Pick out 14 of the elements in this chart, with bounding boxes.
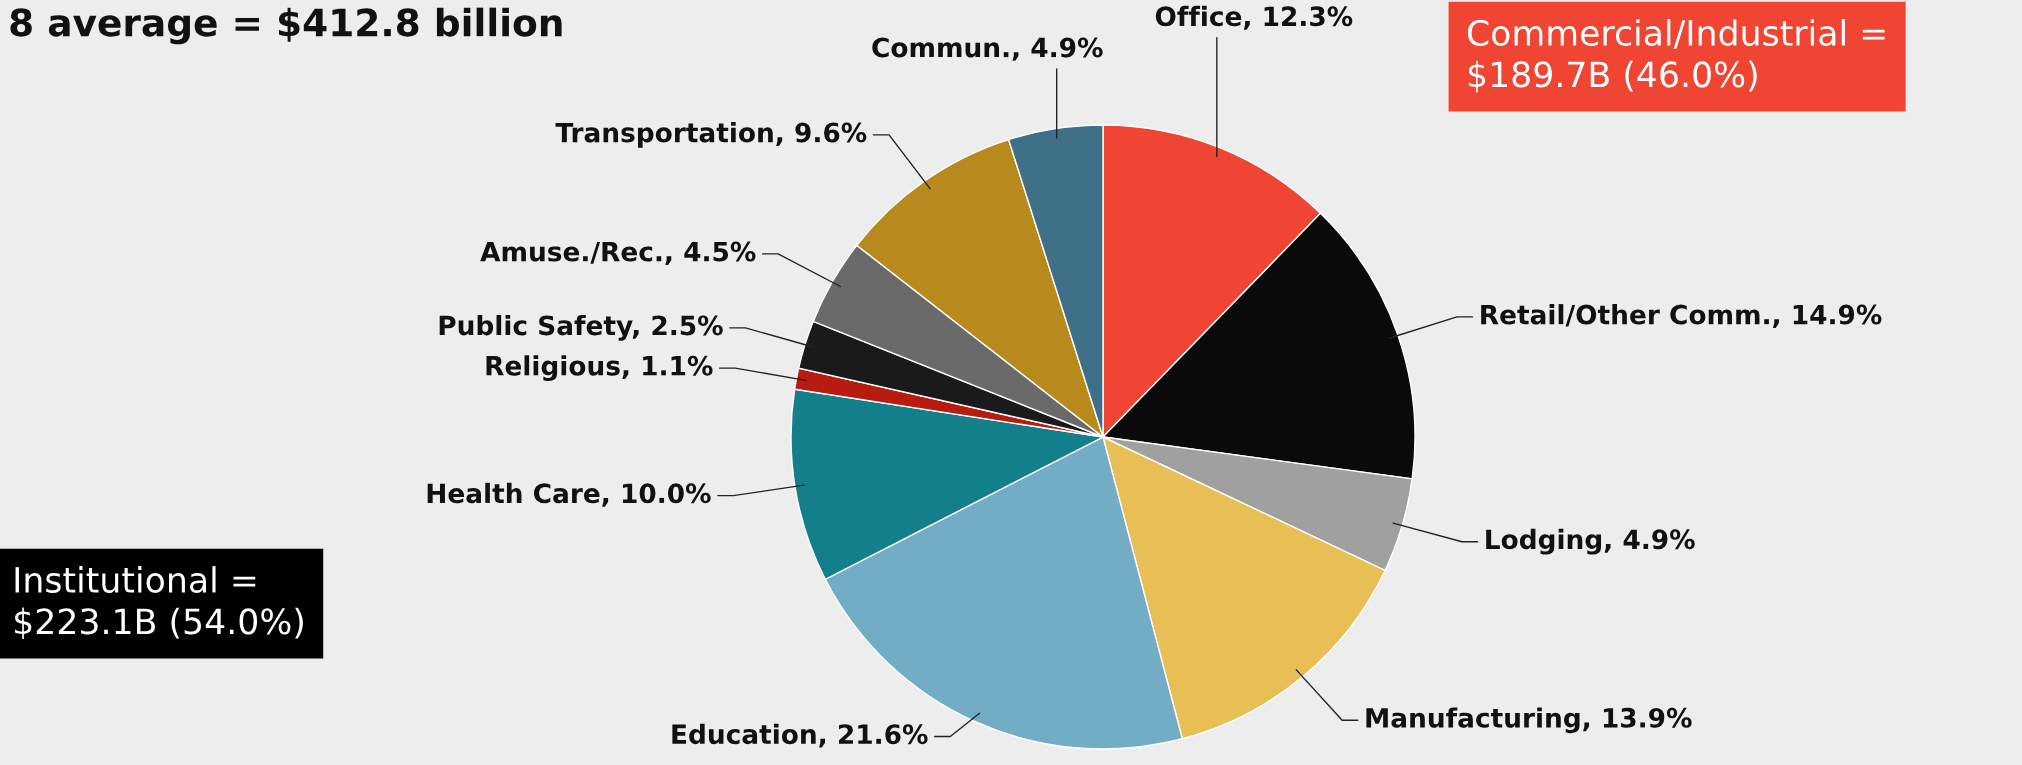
chart-title: 8 average = $412.8 billion <box>10 7 562 45</box>
slice-label: Health Care, 10.0% <box>427 482 711 507</box>
slice-label: Religious, 1.1% <box>486 355 713 382</box>
slice-label: Manufacturing, 13.9% <box>1366 707 1692 734</box>
slice-label: Retail/Other Comm., 14.9% <box>1481 304 1882 328</box>
slice-label: Public Safety, 2.5% <box>439 314 723 341</box>
slice-label: Amuse./Rec., 4.5% <box>480 241 756 265</box>
slice-label: Commun., 4.9% <box>872 37 1103 61</box>
slice-label: Office, 12.3% <box>1155 5 1353 30</box>
slice-label: Transportation, 9.6% <box>555 122 867 148</box>
text: Commercial/Industrial = $189.7B (46.0%) <box>1467 19 1885 93</box>
slice-label: Education, 21.6% <box>672 723 928 748</box>
slice-label: Lodging, 4.9% <box>1486 528 1695 555</box>
text: Institutional = $223.1B (54.0%) <box>15 566 303 640</box>
